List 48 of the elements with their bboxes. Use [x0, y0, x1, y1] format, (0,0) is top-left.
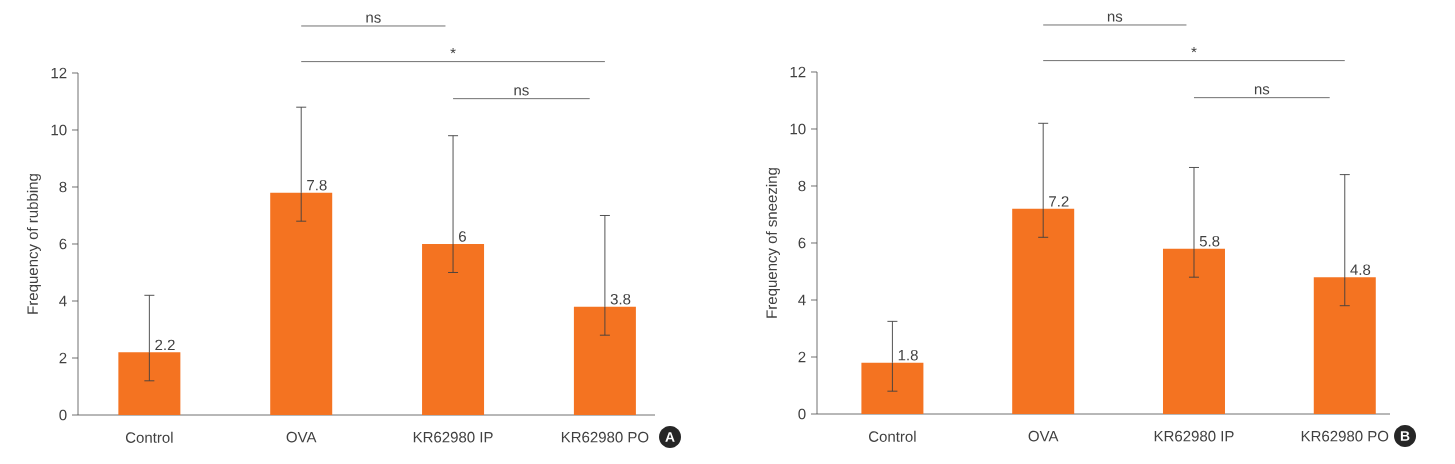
text: A [665, 432, 675, 442]
text: * [1191, 47, 1197, 53]
bar [422, 244, 485, 415]
y-tick-label: 4 [798, 294, 806, 306]
bar [270, 192, 333, 415]
y-tick-label: 4 [59, 295, 67, 307]
annotation: ns [1254, 86, 1270, 95]
data-label: 4.8 [1350, 264, 1371, 275]
text: * [450, 48, 456, 54]
x-tick-label: Control [125, 431, 173, 443]
bar [1012, 208, 1075, 414]
bar [573, 306, 636, 415]
bar [1162, 248, 1225, 414]
data-label: 7.2 [1049, 196, 1069, 207]
data-label: 6 [459, 231, 466, 242]
x-tick-label: OVA [1028, 430, 1059, 442]
x-tick-label: KR62980 PO [1301, 430, 1389, 442]
y-tick-label: 2 [59, 352, 67, 364]
bar [1313, 277, 1376, 414]
data-label: 1.8 [898, 349, 918, 361]
y-tick-label: 10 [790, 123, 806, 135]
x-tick-label: KR62980 PO [561, 431, 649, 443]
text: ns [1107, 13, 1123, 22]
y-tick-label: 0 [798, 408, 806, 420]
data-label: 5.8 [1199, 235, 1220, 247]
y-tick-label: 6 [798, 237, 806, 249]
y-tick-label: 10 [51, 124, 67, 136]
x-tick-label: KR62980 IP [413, 431, 493, 443]
y-tick-label: 8 [798, 180, 806, 192]
y-tick-label: 6 [59, 238, 67, 250]
data-label: 2.2 [155, 339, 175, 351]
y-axis-title: Frequency of sneezing [765, 168, 780, 318]
x-tick-label: Control [868, 430, 916, 442]
x-tick-label: KR62980 IP [1154, 430, 1234, 442]
annotation: ns [514, 87, 529, 96]
y-tick-label: 8 [59, 181, 67, 193]
y-axis-title: Frequency of rubbing [26, 174, 41, 314]
y-tick-label: 2 [798, 351, 806, 363]
data-label: 7.8 [307, 179, 327, 191]
y-tick-label: 12 [51, 67, 67, 79]
bar [861, 362, 924, 414]
text: B [1400, 431, 1410, 441]
bar [118, 352, 181, 415]
data-label: 3.8 [610, 293, 631, 305]
text: ns [366, 14, 381, 23]
x-tick-label: OVA [286, 431, 317, 443]
y-tick-label: 12 [790, 66, 806, 78]
y-tick-label: 0 [59, 409, 67, 421]
